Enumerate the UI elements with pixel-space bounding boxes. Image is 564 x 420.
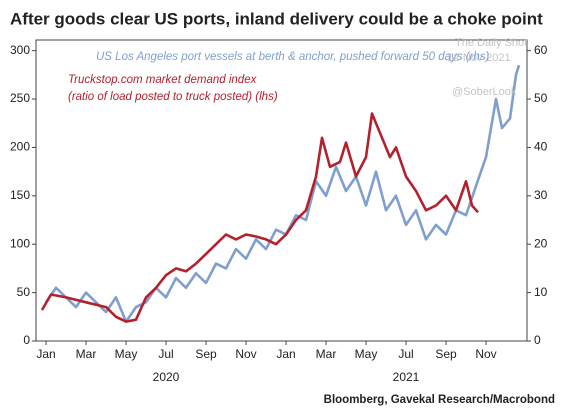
red-series-label: Truckstop.com market demand index	[68, 74, 258, 86]
y2-tick-label: 40	[534, 140, 548, 154]
x-group-label: 2021	[393, 370, 420, 384]
y-tick-label: 100	[10, 236, 30, 250]
watermark: @SoberLook	[452, 86, 517, 98]
x-tick-label: Nov	[235, 347, 256, 361]
y-tick-label: 50	[17, 285, 31, 299]
x-tick-label: Jul	[398, 347, 413, 361]
x-tick-label: Mar	[316, 347, 337, 361]
blue-series-label: US Los Angeles port vessels at berth & a…	[96, 51, 490, 63]
x-tick-label: Jan	[36, 347, 55, 361]
y2-tick-label: 10	[534, 285, 548, 299]
y-tick-label: 200	[10, 140, 30, 154]
x-tick-label: Mar	[76, 347, 97, 361]
x-tick-label: May	[355, 347, 378, 361]
red-series-note: (ratio of load posted to truck posted) (…	[68, 91, 278, 103]
x-tick-label: Jan	[276, 347, 295, 361]
x-tick-label: Nov	[475, 347, 496, 361]
watermark: 12-Nov-2021	[447, 52, 511, 64]
source: Bloomberg, Gavekal Research/Macrobond	[324, 394, 555, 406]
x-tick-label: Jul	[158, 347, 173, 361]
x-tick-label: May	[115, 347, 138, 361]
y2-tick-label: 60	[534, 43, 548, 57]
y2-tick-label: 0	[534, 333, 541, 347]
watermark: The Daily Shot	[455, 37, 527, 49]
chart-title: After goods clear US ports, inland deliv…	[10, 9, 543, 28]
x-tick-label: Sep	[435, 347, 457, 361]
y-tick-label: 0	[23, 333, 30, 347]
series-line	[44, 64, 521, 323]
y-tick-label: 300	[10, 43, 30, 57]
series-line	[40, 112, 479, 323]
y-tick-label: 250	[10, 91, 30, 105]
y-tick-label: 150	[10, 188, 30, 202]
x-tick-label: Sep	[195, 347, 217, 361]
y2-tick-label: 20	[534, 236, 548, 250]
y2-tick-label: 30	[534, 188, 548, 202]
y2-tick-label: 50	[534, 91, 548, 105]
plot-frame	[35, 39, 528, 342]
x-group-label: 2020	[153, 370, 180, 384]
